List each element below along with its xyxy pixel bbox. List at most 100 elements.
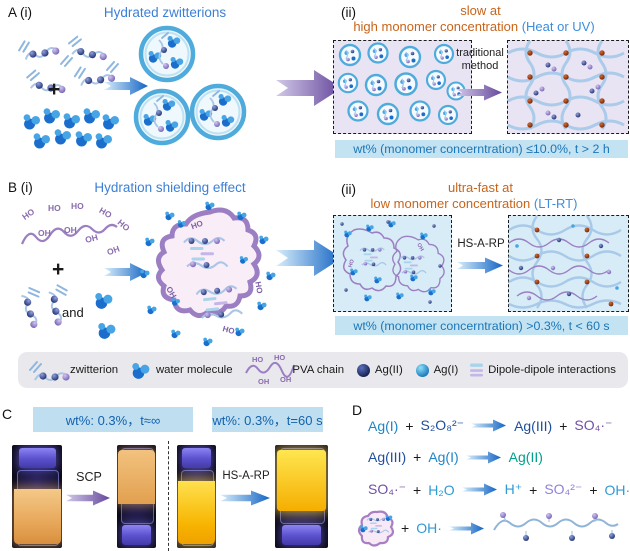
crosslinked-network-box — [507, 40, 629, 134]
pva-ho-label: HO — [116, 217, 132, 233]
panel-a-ii-label: (ii) — [341, 5, 356, 20]
equation-2: Ag(III) + Ag(I) Ag(II) — [368, 449, 543, 465]
arrow-hydration — [104, 77, 148, 95]
hs-a-rp-label: HS-A-RP — [457, 238, 505, 250]
plus-sign: + — [529, 481, 538, 498]
panel-b-headline: ultra-fast at — [447, 180, 514, 195]
legend-label: zwitterion — [70, 364, 119, 376]
reaction-arrow — [461, 483, 497, 496]
legend-item-pva: HO HO OH OH PVA chain — [244, 353, 344, 386]
equation-3: SO₄·⁻ + H₂O H⁺ + SO₄²⁻ + OH· — [368, 481, 630, 498]
species-water: H₂O — [428, 481, 455, 498]
arrow-hs-a-rp-photo — [220, 490, 270, 506]
dipole-interaction-icon — [470, 363, 484, 377]
panel-a-headline: slow at — [460, 3, 501, 18]
pva-oh-label: OH — [64, 225, 77, 235]
arrow-traditional-method — [456, 84, 502, 101]
pva-ho-label: HO — [20, 206, 36, 222]
polymer-chain-icon — [492, 512, 619, 541]
legend-label: Dipole-dipole interactions — [488, 364, 616, 376]
arrow-panel-b-big — [276, 240, 342, 276]
species-hydroxyl-radical: OH· — [604, 481, 630, 498]
arrow-panel-a-big — [276, 70, 342, 106]
vial-cap — [122, 525, 151, 545]
pva-oh-label: OH — [258, 377, 269, 386]
panel-c-divider — [168, 441, 169, 551]
hydrated-monomer-solution-box — [333, 40, 472, 134]
species-ag2: Ag(II) — [508, 449, 543, 465]
panel-c-label: C — [2, 406, 13, 422]
hydration-shielded-solution-art: HO OH — [340, 220, 445, 304]
pva-chain-illustration: HO HO HO HO OH OH OH HO OH — [20, 201, 132, 257]
species-proton: H⁺ — [504, 481, 523, 497]
arrow-scp — [66, 490, 110, 506]
species-persulfate: S₂O₈²⁻ — [420, 417, 465, 433]
vial-photo-gel-inverted — [275, 445, 328, 548]
legend-item-zwitterion: zwitterion — [30, 359, 118, 381]
panel-b-subhead-blue: (LT-RT) — [533, 196, 578, 211]
reaction-arrow — [471, 419, 507, 432]
box-oh-label: OH — [415, 242, 424, 252]
legend-item-ag1: Ag(I) — [415, 363, 459, 378]
panel-b-condition-bar: wt% (monomer concerntration) >0.3%, t < … — [335, 316, 628, 335]
blob-ho-label: HO — [253, 281, 264, 294]
plus-sign: + — [589, 481, 598, 498]
pva-oh-label: OH — [38, 228, 51, 238]
plus-sign: + — [413, 449, 422, 465]
ag2-ball-icon — [356, 363, 370, 377]
plus-sign: + — [48, 78, 61, 101]
and-word: and — [62, 305, 84, 320]
vial-photo-precursor-upright — [177, 445, 216, 548]
semi-ipn-network-art — [508, 215, 622, 309]
vial-photo-sol-inverted-flowing — [117, 445, 156, 548]
panel-a-condition-bar: wt% (monomer concerntration) ≤10.0%, t >… — [335, 140, 628, 158]
species-hydroxyl-radical: OH· — [416, 520, 442, 536]
vial-cap — [281, 525, 322, 545]
plus-sign: + — [413, 481, 422, 498]
pva-oh-label: OH — [280, 375, 291, 384]
species-sulfate: SO₄²⁻ — [544, 481, 583, 497]
equation-1: Ag(I) + S₂O₈²⁻ Ag(III) + SO₄·⁻ — [368, 417, 612, 434]
hydrated-monomer-solution-art — [337, 42, 466, 126]
pva-ho-label: HO — [71, 201, 84, 211]
species-sulfate-radical: SO₄·⁻ — [574, 417, 613, 433]
legend-label: Ag(II) — [374, 364, 403, 376]
arrow-shielding — [104, 263, 148, 281]
pva-ho-label: HO — [48, 203, 61, 213]
pva-oh-label: OH — [84, 232, 99, 245]
water-cluster-illustration — [23, 108, 120, 149]
reaction-arrow — [465, 451, 501, 463]
species-ag1: Ag(I) — [368, 417, 399, 434]
pva-oh-label: OH — [106, 243, 121, 257]
panel-b-title: Hydration shielding effect — [94, 180, 246, 195]
legend-item-ag2: Ag(II) — [356, 363, 403, 378]
semi-ipn-network-box — [508, 215, 629, 312]
pva-ho-label: HO — [98, 205, 114, 220]
vial-liquid — [118, 450, 155, 504]
vial-cap — [182, 448, 211, 468]
monomer-blob-icon — [357, 510, 395, 547]
plus-sign: + — [405, 417, 414, 434]
legend-item-water: water molecule — [130, 360, 233, 380]
panel-a-subhead-orange: high monomer concentration — [353, 19, 519, 34]
blob-membrane — [156, 207, 262, 318]
blob-ho-label: HO — [222, 324, 236, 336]
panel-a-i-label: A (i) — [8, 5, 33, 20]
hydration-shielded-solution-box: HO OH — [333, 215, 452, 312]
panel-d-label: D — [352, 402, 363, 418]
equation-4: + OH· — [357, 505, 620, 551]
hydrated-zwitterion-circles — [133, 26, 251, 148]
legend-item-dipole: Dipole-dipole interactions — [470, 363, 616, 377]
box-ho-label: HO — [348, 258, 357, 268]
vial-gel — [276, 449, 327, 512]
panel-b-subhead: low monomer concentration (LT-RT) — [318, 196, 630, 211]
crosslinked-network-art — [507, 40, 625, 131]
species-ag1: Ag(I) — [428, 449, 459, 465]
vial-cap — [18, 448, 56, 468]
panel-c-header-right: wt%: 0.3%，t=60 s — [212, 407, 323, 432]
legend-label: Ag(I) — [433, 364, 459, 376]
vial-photo-sol-upright — [12, 445, 62, 548]
blob-ho-label: HO — [190, 219, 204, 232]
hs-a-rp-photo-label: HS-A-RP — [222, 470, 270, 482]
